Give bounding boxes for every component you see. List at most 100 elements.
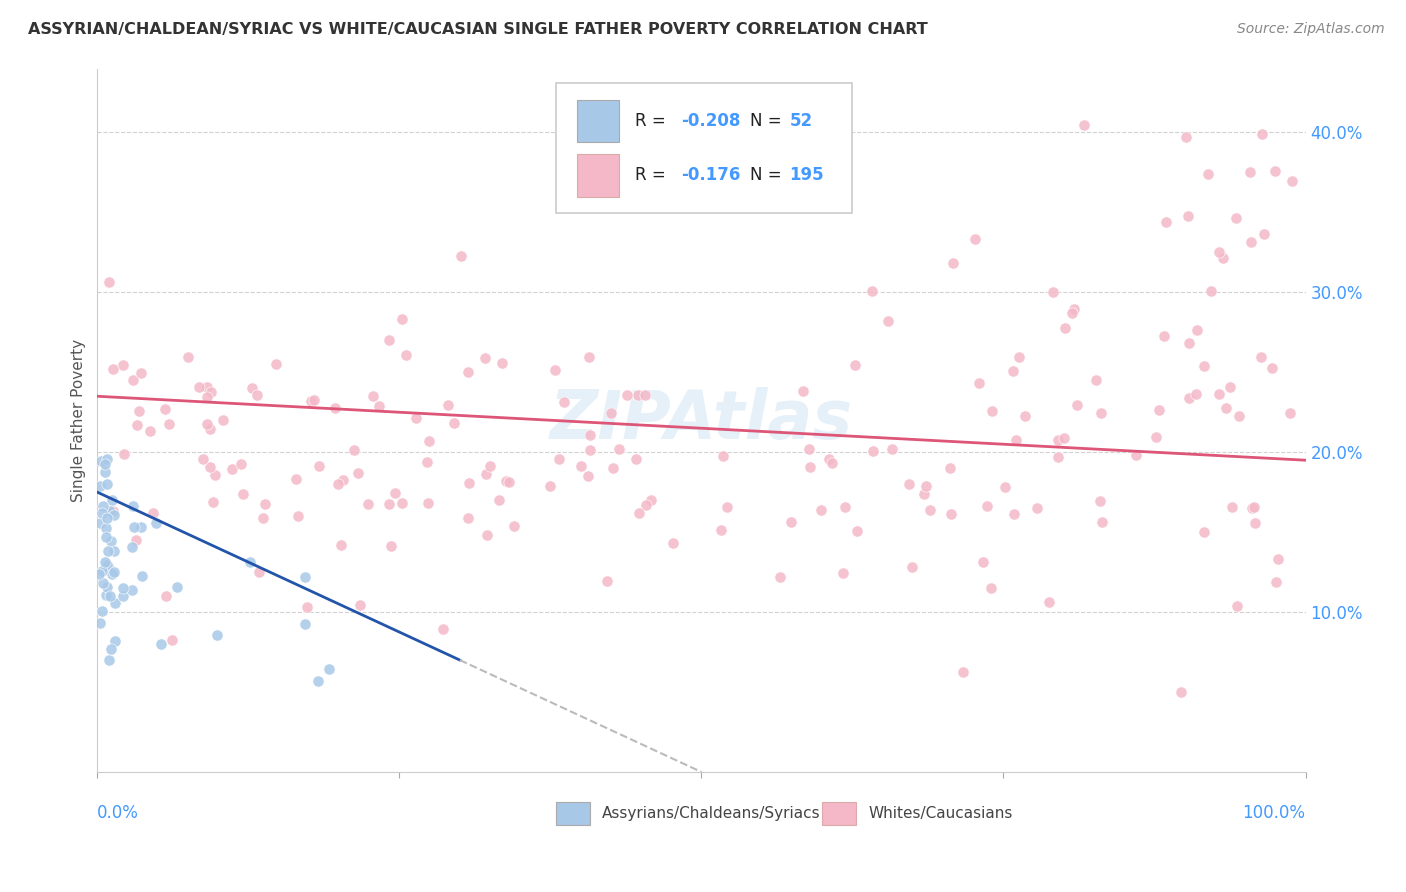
Point (205, 628, 228, 642)
Point (710, 523, 733, 537)
Point (1264, 163, 1286, 178)
Point (443, 416, 465, 430)
Point (1261, 360, 1284, 375)
Point (661, 536, 683, 550)
Point (1052, 431, 1074, 445)
Point (98, 589, 121, 603)
Point (634, 499, 657, 513)
Point (897, 476, 920, 491)
Y-axis label: Single Father Poverty: Single Father Poverty (72, 339, 86, 502)
Text: -0.208: -0.208 (681, 112, 741, 130)
Point (97, 558, 120, 573)
Point (1053, 321, 1076, 335)
Point (1192, 359, 1215, 373)
Point (104, 633, 127, 648)
Point (900, 560, 922, 574)
Point (1194, 525, 1216, 540)
Point (1178, 336, 1201, 351)
Point (1153, 329, 1175, 343)
Point (1199, 285, 1222, 299)
Point (578, 350, 600, 364)
Point (101, 567, 124, 582)
Text: -0.176: -0.176 (681, 167, 741, 185)
Point (1197, 167, 1219, 181)
Point (1243, 500, 1265, 515)
Point (834, 500, 856, 514)
Point (103, 544, 125, 558)
Text: ZIPAtlas: ZIPAtlas (550, 387, 853, 453)
Point (198, 459, 221, 474)
Point (1004, 434, 1026, 448)
Point (391, 312, 413, 326)
Point (553, 394, 575, 409)
Point (1187, 323, 1209, 337)
Point (491, 356, 513, 370)
Point (357, 497, 380, 511)
Point (308, 458, 330, 473)
Point (1154, 215, 1177, 229)
Point (377, 497, 399, 511)
Point (405, 411, 427, 425)
Point (139, 425, 162, 439)
Point (1250, 350, 1272, 364)
Point (98, 276, 121, 290)
Point (89, 516, 111, 531)
Point (981, 403, 1004, 417)
Point (125, 533, 148, 548)
Point (122, 499, 145, 513)
Point (1253, 227, 1275, 241)
Point (240, 381, 263, 395)
Point (544, 363, 567, 377)
FancyBboxPatch shape (576, 154, 619, 196)
Point (628, 506, 651, 520)
Point (295, 600, 318, 615)
Point (346, 466, 368, 480)
Text: R =: R = (636, 167, 676, 185)
Point (980, 581, 1002, 595)
Point (1267, 552, 1289, 566)
Point (96, 521, 118, 535)
Point (103, 566, 125, 580)
Point (131, 569, 153, 583)
Point (538, 479, 561, 493)
Point (307, 673, 329, 688)
Point (716, 500, 738, 515)
Point (1241, 500, 1264, 515)
Point (121, 540, 143, 554)
Point (1220, 500, 1243, 514)
Point (1219, 380, 1241, 394)
Point (212, 413, 235, 427)
Point (602, 461, 624, 475)
Point (195, 390, 218, 404)
Point (994, 480, 1017, 494)
Point (87, 566, 110, 581)
Point (942, 256, 965, 270)
Point (862, 443, 884, 458)
Text: 100.0%: 100.0% (1243, 804, 1306, 822)
Point (96, 530, 118, 544)
Point (91, 565, 114, 579)
Point (332, 473, 354, 487)
Point (177, 350, 200, 364)
Point (200, 385, 222, 400)
Point (475, 528, 498, 542)
Point (252, 511, 274, 525)
Point (129, 520, 152, 534)
Point (1225, 211, 1247, 226)
Point (89, 615, 111, 630)
Text: Assyrians/Chaldeans/Syriacs: Assyrians/Chaldeans/Syriacs (602, 806, 821, 821)
Point (96, 452, 118, 467)
Point (111, 358, 134, 372)
Point (607, 442, 630, 456)
Point (155, 401, 177, 416)
Point (810, 503, 832, 517)
Point (1002, 364, 1025, 378)
Point (395, 348, 418, 362)
Point (330, 538, 353, 552)
Point (474, 351, 496, 365)
Point (90, 454, 112, 468)
Point (1125, 448, 1147, 462)
Point (284, 472, 307, 486)
Point (98, 503, 121, 517)
Point (97, 653, 120, 667)
